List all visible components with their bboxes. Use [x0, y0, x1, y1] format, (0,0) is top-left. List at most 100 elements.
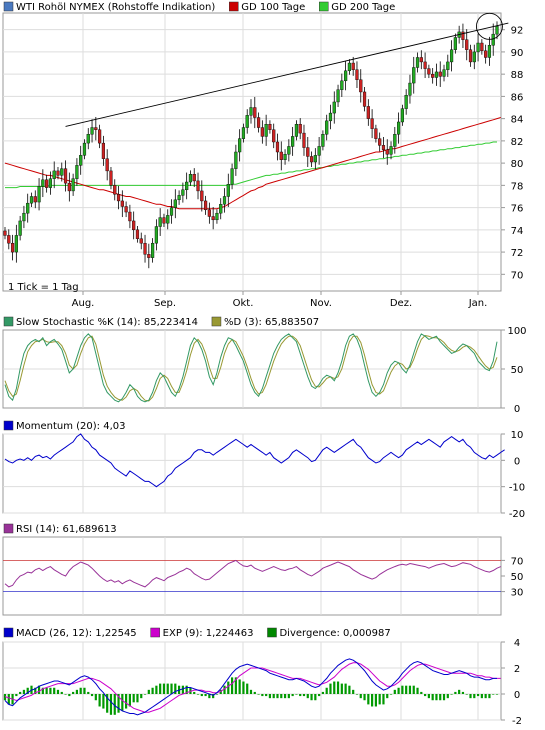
candle-body	[415, 57, 420, 68]
macd-divergence-bar	[450, 694, 453, 695]
macd-divergence-bar	[333, 681, 336, 694]
macd-divergence-bar	[329, 683, 332, 694]
panel-4-ytick-label--2: -2	[512, 716, 522, 727]
candle-body	[253, 107, 257, 118]
legend-swatch-2-0	[3, 420, 14, 431]
macd-divergence-bar	[147, 689, 150, 694]
candle-body	[211, 216, 215, 221]
macd-divergence-bar	[473, 694, 476, 699]
macd-divergence-bar	[94, 694, 97, 701]
macd-divergence-bar	[302, 694, 306, 697]
macd-divergence-bar	[344, 683, 347, 694]
candle-body	[67, 182, 71, 192]
macd-divergence-bar	[393, 689, 396, 694]
macd-divergence-bar	[469, 694, 472, 699]
candle-body	[419, 57, 423, 63]
panel-0-ytick-label-78: 78	[511, 181, 524, 192]
candle-body	[332, 101, 336, 114]
panel-0-ytick-label-80: 80	[511, 159, 524, 170]
macd-divergence-bar	[215, 694, 219, 695]
legend-swatch-4-0	[3, 627, 14, 638]
candle-body	[408, 82, 412, 96]
candle-body	[404, 95, 408, 109]
macd-divergence-bar	[234, 677, 237, 694]
macd-divergence-bar	[253, 691, 256, 694]
panel-frame-3	[2, 536, 502, 616]
candle-body	[272, 129, 276, 143]
candle-body	[427, 68, 431, 75]
candle-body	[238, 138, 242, 153]
candle-body	[169, 207, 174, 216]
candle-body	[453, 37, 457, 50]
macd-divergence-bar	[423, 694, 427, 697]
candle-body	[472, 51, 476, 63]
macd-divergence-bar	[495, 694, 499, 695]
macd-divergence-bar	[340, 683, 343, 694]
macd-divergence-bar	[280, 694, 283, 699]
macd-divergence-bar	[204, 694, 207, 697]
candle-body	[147, 254, 151, 258]
macd-divergence-bar	[261, 694, 264, 697]
panel-frame-4	[2, 641, 502, 721]
macd-divergence-bar	[386, 694, 389, 699]
macd-divergence-bar	[461, 691, 465, 694]
macd-divergence-bar	[465, 694, 468, 695]
candle-body	[33, 196, 37, 203]
macd-divergence-bar	[155, 685, 158, 694]
candle-body	[94, 127, 98, 130]
macd-divergence-bar	[83, 687, 86, 694]
panel-2-ytick-label-10: 10	[511, 430, 524, 441]
candle-body	[374, 128, 378, 139]
candle-body	[355, 69, 359, 80]
candle-body	[18, 220, 22, 236]
xtick-label-1: Sep.	[154, 298, 176, 309]
panel-frame-2	[2, 433, 502, 514]
momentum-line	[4, 433, 505, 488]
panel-2-ytick-label--10: -10	[509, 483, 525, 494]
candle-body	[336, 89, 340, 103]
macd-divergence-bar	[435, 694, 438, 701]
macd-divergence-bar	[492, 694, 495, 695]
macd-divergence-bar	[454, 691, 457, 694]
macd-divergence-bar	[268, 694, 272, 699]
candle-body	[328, 112, 333, 122]
macd-divergence-bar	[458, 689, 461, 694]
macd-divergence-bar	[283, 694, 287, 699]
macd-divergence-bar	[227, 681, 230, 694]
macd-divergence-bar	[56, 689, 60, 694]
legend-swatch-0-0	[3, 1, 14, 12]
legend-swatch-4-1	[150, 627, 160, 638]
panel-0-ytick-label-82: 82	[511, 137, 524, 148]
candle-body	[22, 212, 26, 222]
panel-0-ytick-label-92: 92	[511, 26, 524, 37]
stoch-d-line	[4, 334, 498, 402]
sma200-line	[5, 141, 497, 189]
macd-divergence-bar	[143, 694, 147, 695]
legend-label-0-1: GD 100 Tage	[241, 2, 305, 13]
candle-body	[264, 123, 268, 137]
candle-body	[438, 71, 442, 77]
legend-swatch-1-0	[3, 316, 14, 327]
candle-body	[487, 45, 492, 58]
macd-divergence-bar	[405, 685, 408, 694]
macd-divergence-bar	[371, 694, 374, 707]
macd-line	[4, 658, 497, 716]
candle-body	[71, 178, 75, 192]
candle-body	[48, 178, 53, 188]
candle-body	[484, 50, 488, 58]
candle-body	[150, 242, 155, 258]
macd-divergence-bar	[476, 694, 480, 697]
macd-divergence-bar	[265, 694, 268, 697]
panel-3-ytick-label-70: 70	[511, 556, 524, 567]
macd-divergence-bar	[102, 694, 105, 709]
macd-divergence-bar	[484, 694, 487, 699]
macd-divergence-bar	[242, 681, 245, 694]
candle-body	[366, 106, 370, 119]
macd-divergence-bar	[113, 694, 116, 715]
candle-body	[52, 170, 56, 179]
candle-body	[302, 132, 306, 148]
macd-divergence-bar	[276, 694, 279, 699]
macd-divergence-bar	[427, 694, 430, 699]
macd-divergence-bar	[318, 694, 321, 697]
